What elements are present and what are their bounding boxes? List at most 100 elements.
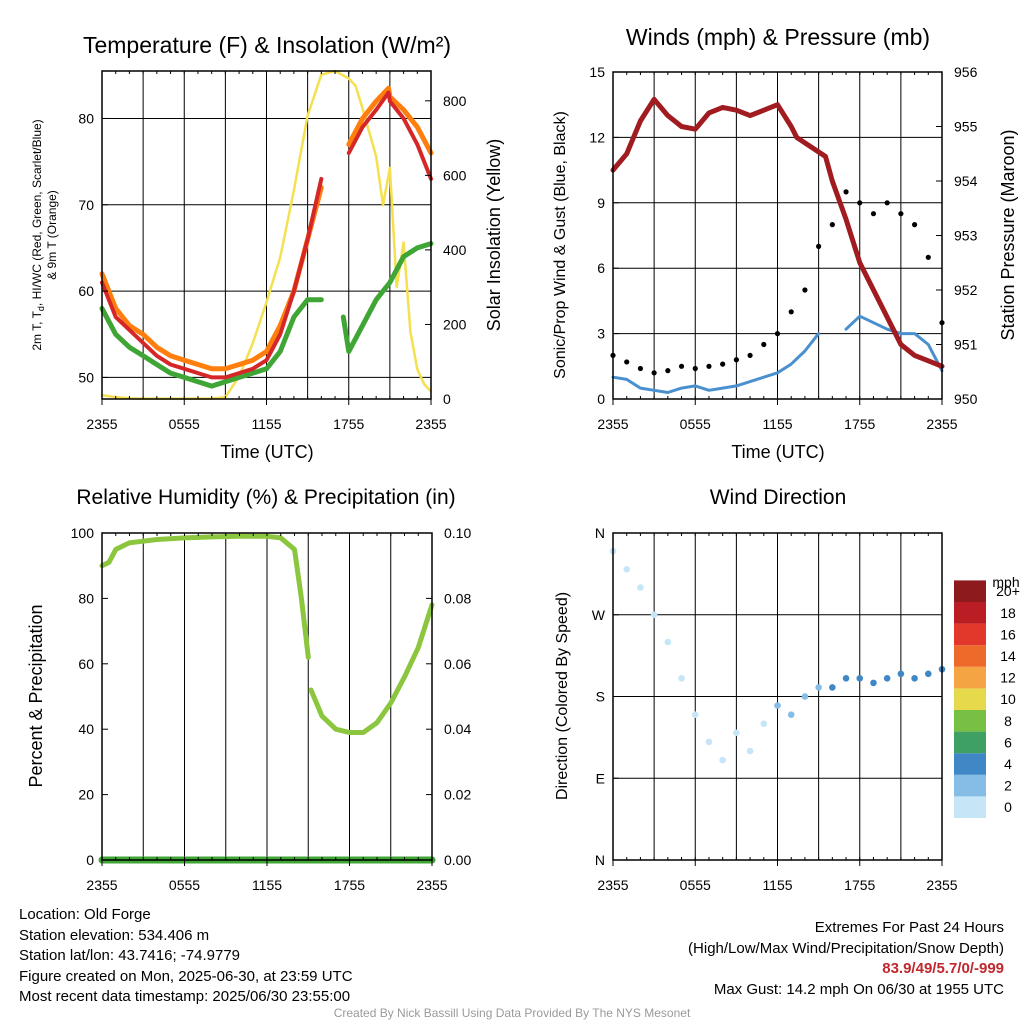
- y2-tick-label: 953: [954, 228, 978, 244]
- x-tick-label: 1755: [844, 416, 875, 432]
- temperature-ylabel-line2: & 9m T (Orange): [45, 190, 59, 280]
- colorbar-label: 14: [1000, 648, 1016, 664]
- y-tick-label: 0: [597, 391, 605, 407]
- extremes-info: Extremes For Past 24 Hours (High/Low/Max…: [688, 918, 1004, 1000]
- gust-point: [884, 200, 890, 206]
- colorbar-swatch: [954, 710, 986, 732]
- y2-tick-label: 951: [954, 337, 978, 353]
- temperature-panel: Temperature (F) & Insolation (W/m²) 2355…: [30, 32, 504, 462]
- solar-ylabel: Solar Insolation (Yellow): [484, 139, 504, 331]
- x-tick-label: 1155: [762, 416, 792, 432]
- winds-ylabel: Sonic/Prop Wind & Gust (Blue, Black): [552, 111, 569, 379]
- colorbar-label: 8: [1004, 713, 1012, 729]
- direction-title: Wind Direction: [710, 486, 847, 509]
- station-info: Location: Old Forge Station elevation: 5…: [19, 905, 353, 1008]
- x-tick-label: 2355: [416, 877, 447, 893]
- colorbar-label: 20+: [996, 583, 1020, 599]
- y-tick-label: 0: [86, 852, 94, 868]
- dewpoint-line: [99, 241, 434, 389]
- gust-point: [678, 363, 685, 369]
- direction-point: [650, 611, 658, 619]
- max-gust: Max Gust: 14.2 mph On 06/30 at 1955 UTC: [713, 980, 1004, 998]
- y2-tick-label: 0.04: [444, 721, 471, 737]
- y-tick-label: 70: [78, 197, 94, 213]
- direction-point: [897, 670, 905, 678]
- colorbar-label: 16: [1000, 626, 1016, 642]
- gust-point: [816, 243, 822, 249]
- colorbar: 0 2 4 6 8 10 12 14 16 18 20+: [954, 580, 1020, 818]
- y-tick-label: 80: [78, 110, 94, 126]
- colorbar-swatch: [954, 602, 986, 624]
- pressure-line: [610, 96, 945, 369]
- x-tick-label: 2355: [926, 877, 957, 893]
- y-tick-label: 100: [71, 525, 95, 541]
- y2-tick-label: 952: [954, 282, 978, 298]
- humidity-panel: Relative Humidity (%) & Precipitation (i…: [26, 486, 471, 893]
- direction-point: [678, 675, 685, 682]
- y-tick-label: 15: [589, 64, 605, 80]
- x-tick-label: 2355: [415, 416, 446, 432]
- direction-ylabel: Direction (Colored By Speed): [554, 592, 571, 800]
- y2-tick-label: 200: [443, 316, 467, 332]
- y-tick-label: 6: [597, 260, 605, 276]
- gust-point: [761, 341, 767, 348]
- x-tick-label: 1155: [762, 877, 792, 893]
- direction-point: [870, 679, 877, 687]
- temperature-title-text: Temperature (F) & Insolation (W/m²): [83, 32, 451, 58]
- direction-point: [774, 702, 781, 709]
- y-tick-label: 12: [589, 129, 605, 145]
- gust-point: [898, 211, 904, 217]
- gust-point: [788, 309, 794, 315]
- x-tick-label: 2355: [597, 416, 628, 432]
- x-tick-label: 0555: [169, 416, 200, 432]
- direction-point: [842, 675, 850, 682]
- colorbar-swatch: [954, 688, 986, 710]
- x-tick-label: 0555: [680, 416, 711, 432]
- y-tick-label: N: [595, 852, 605, 868]
- gust-point: [829, 222, 835, 228]
- x-tick-label: 1755: [333, 416, 364, 432]
- colorbar-swatch: [954, 731, 986, 754]
- colorbar-unit: mph: [992, 574, 1019, 590]
- direction-point: [924, 670, 932, 678]
- x-tick-label: 1755: [844, 877, 875, 893]
- humidity-line: [99, 533, 435, 735]
- colorbar-label: 12: [1000, 670, 1016, 686]
- x-tick-label: 0555: [169, 877, 200, 893]
- direction-point: [705, 738, 713, 746]
- gust-point: [747, 352, 753, 358]
- winds-panel: Winds (mph) & Pressure (mb) 2355 0555 1155…: [552, 24, 1018, 462]
- colorbar-swatch: [954, 580, 986, 602]
- extremes-values: 83.9/49/5.7/0/-999: [882, 960, 1004, 977]
- gust-point: [692, 365, 698, 372]
- credit-line: Created By Nick Bassill Using Data Provi…: [333, 1006, 691, 1020]
- direction-point: [746, 747, 754, 755]
- y2-tick-label: 956: [954, 64, 978, 80]
- gust-point: [774, 331, 781, 337]
- station-location: Location: Old Forge: [19, 906, 151, 923]
- y-tick-label: 60: [78, 656, 94, 672]
- x-tick-label: 2355: [86, 416, 117, 432]
- extremes-subtitle: (High/Low/Max Wind/Precipitation/Snow De…: [688, 939, 1004, 957]
- x-tick-label: 2355: [86, 877, 117, 893]
- direction-panel: Wind Direction 2355 0555 1155 1755 2355 N E S W N…: [554, 486, 1020, 893]
- y2-tick-label: 800: [443, 93, 467, 109]
- temperature-xlabel: Time (UTC): [220, 442, 313, 462]
- x-tick-label: 0555: [680, 877, 711, 893]
- gust-point: [706, 363, 712, 369]
- colorbar-swatch: [954, 774, 986, 797]
- direction-point: [637, 584, 644, 591]
- y-tick-label: W: [592, 607, 606, 623]
- y-tick-label: 40: [78, 721, 94, 737]
- gust-point: [843, 189, 849, 195]
- winds-title: Winds (mph) & Pressure (mb): [626, 24, 930, 50]
- y2-tick-label: 0.06: [444, 656, 471, 672]
- direction-point: [829, 684, 836, 691]
- colorbar-swatch: [954, 753, 986, 775]
- y2-tick-label: 950: [954, 391, 978, 407]
- y2-tick-label: 0.08: [444, 590, 471, 606]
- y-tick-label: 3: [597, 326, 605, 342]
- y2-tick-label: 0.00: [444, 852, 471, 868]
- colorbar-swatch: [954, 645, 986, 667]
- y-tick-label: 50: [78, 369, 94, 385]
